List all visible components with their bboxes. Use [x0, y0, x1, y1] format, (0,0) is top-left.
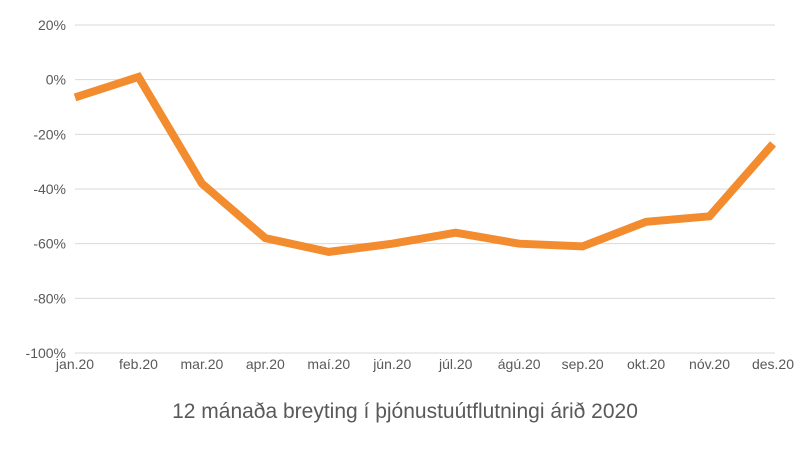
y-tick-label: 20% — [38, 17, 66, 33]
x-axis-ticks: jan.20 feb.20 mar.20 apr.20 maí.20 jún.20 júl.… — [55, 356, 794, 372]
x-tick-label: mar.20 — [181, 356, 224, 372]
y-tick-label: -20% — [33, 126, 66, 142]
y-tick-label: 0% — [46, 72, 66, 88]
y-tick-label: -40% — [33, 181, 66, 197]
y-tick-label: -60% — [33, 236, 66, 252]
chart-title: 12 mánaða breyting í þjónustuútflutningi… — [172, 400, 638, 423]
x-tick-label: ágú.20 — [498, 356, 541, 372]
gridlines — [75, 24, 775, 354]
series-line — [73, 72, 777, 256]
y-tick-label: -100% — [26, 345, 66, 361]
x-tick-label: apr.20 — [246, 356, 285, 372]
x-tick-label: feb.20 — [119, 356, 158, 372]
x-tick-label: jan.20 — [55, 356, 94, 372]
y-tick-label: -80% — [33, 290, 66, 306]
y-axis-ticks: 20% 0% -20% -40% -60% -80% -100% — [26, 17, 66, 361]
x-tick-label: des.20 — [752, 356, 794, 372]
x-tick-label: jún.20 — [372, 356, 411, 372]
x-tick-label: maí.20 — [307, 356, 350, 372]
x-tick-label: okt.20 — [627, 356, 665, 372]
x-tick-label: sep.20 — [562, 356, 604, 372]
x-tick-label: nóv.20 — [689, 356, 730, 372]
x-tick-label: júl.20 — [438, 356, 473, 372]
